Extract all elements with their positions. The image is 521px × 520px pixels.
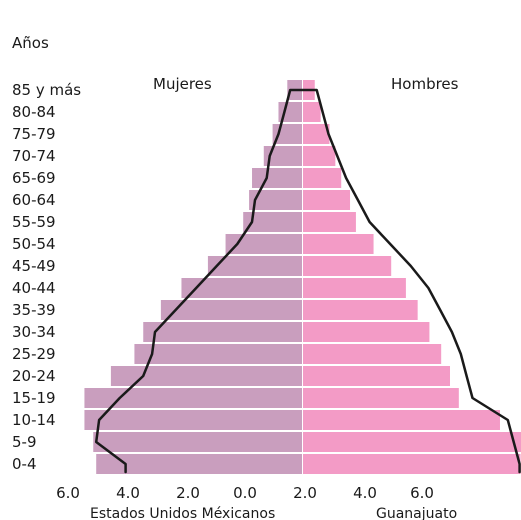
comparison-curve <box>94 88 521 474</box>
age-label-15-19: 15-19 <box>12 389 56 407</box>
bar-hombres-70-74 <box>303 146 336 166</box>
bar-hombres-75-79 <box>303 124 330 144</box>
age-label-85 y más: 85 y más <box>12 81 81 99</box>
age-label-10-14: 10-14 <box>12 411 56 429</box>
bars-layer <box>84 80 521 474</box>
age-label-70-74: 70-74 <box>12 147 56 165</box>
bar-mujeres-20-24 <box>110 366 303 386</box>
age-axis-label: Años <box>12 34 49 52</box>
bar-mujeres-45-49 <box>207 256 302 276</box>
x-tick-label-0: 6.0 <box>56 484 80 502</box>
bar-hombres-50-54 <box>303 234 374 254</box>
x-tick-label-6: 6.0 <box>410 484 434 502</box>
age-label-75-79: 75-79 <box>12 125 56 143</box>
bar-mujeres-10-14 <box>84 410 302 430</box>
x-axis-ticks: 6.0 4.0 2.0 0.0 2.0 4.0 6.0 <box>56 484 434 502</box>
bar-hombres-5-9 <box>303 432 521 452</box>
bar-mujeres-70-74 <box>263 146 302 166</box>
age-label-35-39: 35-39 <box>12 301 56 319</box>
left-caption: Estados Unidos Méxicanos <box>90 506 275 520</box>
x-tick-label-2: 2.0 <box>176 484 200 502</box>
right-caption: Guanajuato <box>376 506 457 520</box>
bar-mujeres-60-64 <box>249 190 302 210</box>
x-tick-label-1: 4.0 <box>116 484 140 502</box>
age-labels: 0-4 5-9 10-14 15-19 20-24 25-29 30-34 35-39 40-4… <box>12 81 81 473</box>
age-label-5-9: 5-9 <box>12 433 37 451</box>
bar-mujeres-0-4 <box>96 454 302 474</box>
age-label-25-29: 25-29 <box>12 345 56 363</box>
bar-hombres-35-39 <box>303 300 418 320</box>
age-label-60-64: 60-64 <box>12 191 56 209</box>
age-label-40-44: 40-44 <box>12 279 56 297</box>
bar-mujeres-30-34 <box>143 322 302 342</box>
bar-mujeres-80-84 <box>278 102 302 122</box>
bar-hombres-45-49 <box>303 256 392 276</box>
age-label-45-49: 45-49 <box>12 257 56 275</box>
x-tick-label-4: 2.0 <box>293 484 317 502</box>
bar-hombres-80-84 <box>303 102 321 122</box>
bar-hombres-55-59 <box>303 212 356 232</box>
bar-hombres-30-34 <box>303 322 430 342</box>
bar-hombres-40-44 <box>303 278 406 298</box>
age-label-20-24: 20-24 <box>12 367 56 385</box>
bar-mujeres-40-44 <box>181 278 302 298</box>
hombres-label: Hombres <box>391 75 459 93</box>
age-label-0-4: 0-4 <box>12 455 37 473</box>
age-label-50-54: 50-54 <box>12 235 56 253</box>
bar-mujeres-65-69 <box>252 168 302 188</box>
bar-mujeres-5-9 <box>93 432 302 452</box>
bar-hombres-10-14 <box>303 410 500 430</box>
bar-hombres-0-4 <box>303 454 521 474</box>
x-tick-label-3: 0.0 <box>233 484 257 502</box>
bar-mujeres-25-29 <box>134 344 302 364</box>
age-label-30-34: 30-34 <box>12 323 56 341</box>
bar-hombres-15-19 <box>303 388 459 408</box>
bar-mujeres-35-39 <box>160 300 302 320</box>
bar-hombres-60-64 <box>303 190 351 210</box>
age-label-65-69: 65-69 <box>12 169 56 187</box>
bar-mujeres-50-54 <box>225 234 302 254</box>
x-tick-label-5: 4.0 <box>353 484 377 502</box>
bar-hombres-25-29 <box>303 344 442 364</box>
bar-hombres-65-69 <box>303 168 342 188</box>
bar-mujeres-15-19 <box>84 388 302 408</box>
bar-mujeres-55-59 <box>243 212 302 232</box>
bar-hombres-20-24 <box>303 366 450 386</box>
age-label-80-84: 80-84 <box>12 103 56 121</box>
mujeres-label: Mujeres <box>153 75 212 93</box>
age-label-55-59: 55-59 <box>12 213 56 231</box>
